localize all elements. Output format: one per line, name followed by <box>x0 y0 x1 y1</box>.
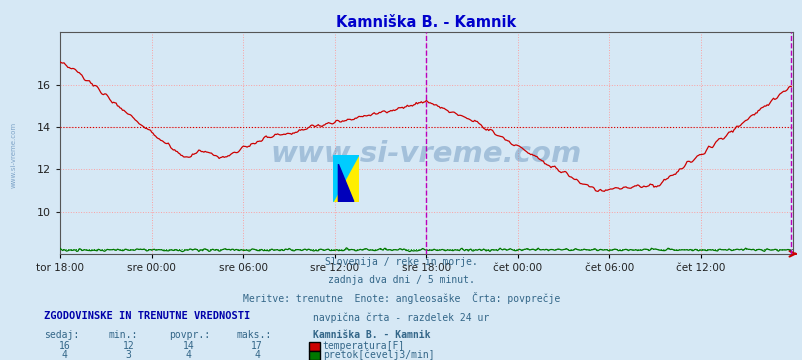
Text: maks.:: maks.: <box>237 330 272 341</box>
Polygon shape <box>338 164 354 202</box>
Title: Kamniška B. - Kamnik: Kamniška B. - Kamnik <box>336 15 516 30</box>
Text: 17: 17 <box>251 341 262 351</box>
Text: 3: 3 <box>125 350 132 360</box>
Polygon shape <box>333 155 358 202</box>
Text: 4: 4 <box>61 350 67 360</box>
Text: 14: 14 <box>183 341 194 351</box>
Text: navpična črta - razdelek 24 ur: navpična črta - razdelek 24 ur <box>313 312 489 323</box>
Text: temperatura[F]: temperatura[F] <box>322 341 404 351</box>
Text: 4: 4 <box>253 350 260 360</box>
Text: povpr.:: povpr.: <box>168 330 209 341</box>
Text: Meritve: trenutne  Enote: angleosaške  Črta: povprečje: Meritve: trenutne Enote: angleosaške Črt… <box>242 292 560 304</box>
Text: sedaj:: sedaj: <box>44 330 79 341</box>
Text: Kamniška B. - Kamnik: Kamniška B. - Kamnik <box>313 330 430 341</box>
Text: 16: 16 <box>59 341 70 351</box>
Text: www.si-vreme.com: www.si-vreme.com <box>270 140 581 168</box>
Text: Slovenija / reke in morje.: Slovenija / reke in morje. <box>325 257 477 267</box>
Text: min.:: min.: <box>108 330 138 341</box>
Text: www.si-vreme.com: www.si-vreme.com <box>10 122 16 188</box>
Text: 4: 4 <box>185 350 192 360</box>
Text: pretok[čevelj3/min]: pretok[čevelj3/min] <box>322 350 434 360</box>
Polygon shape <box>333 155 358 202</box>
Text: ZGODOVINSKE IN TRENUTNE VREDNOSTI: ZGODOVINSKE IN TRENUTNE VREDNOSTI <box>44 311 250 321</box>
Text: zadnja dva dni / 5 minut.: zadnja dva dni / 5 minut. <box>328 275 474 285</box>
Text: 12: 12 <box>123 341 134 351</box>
